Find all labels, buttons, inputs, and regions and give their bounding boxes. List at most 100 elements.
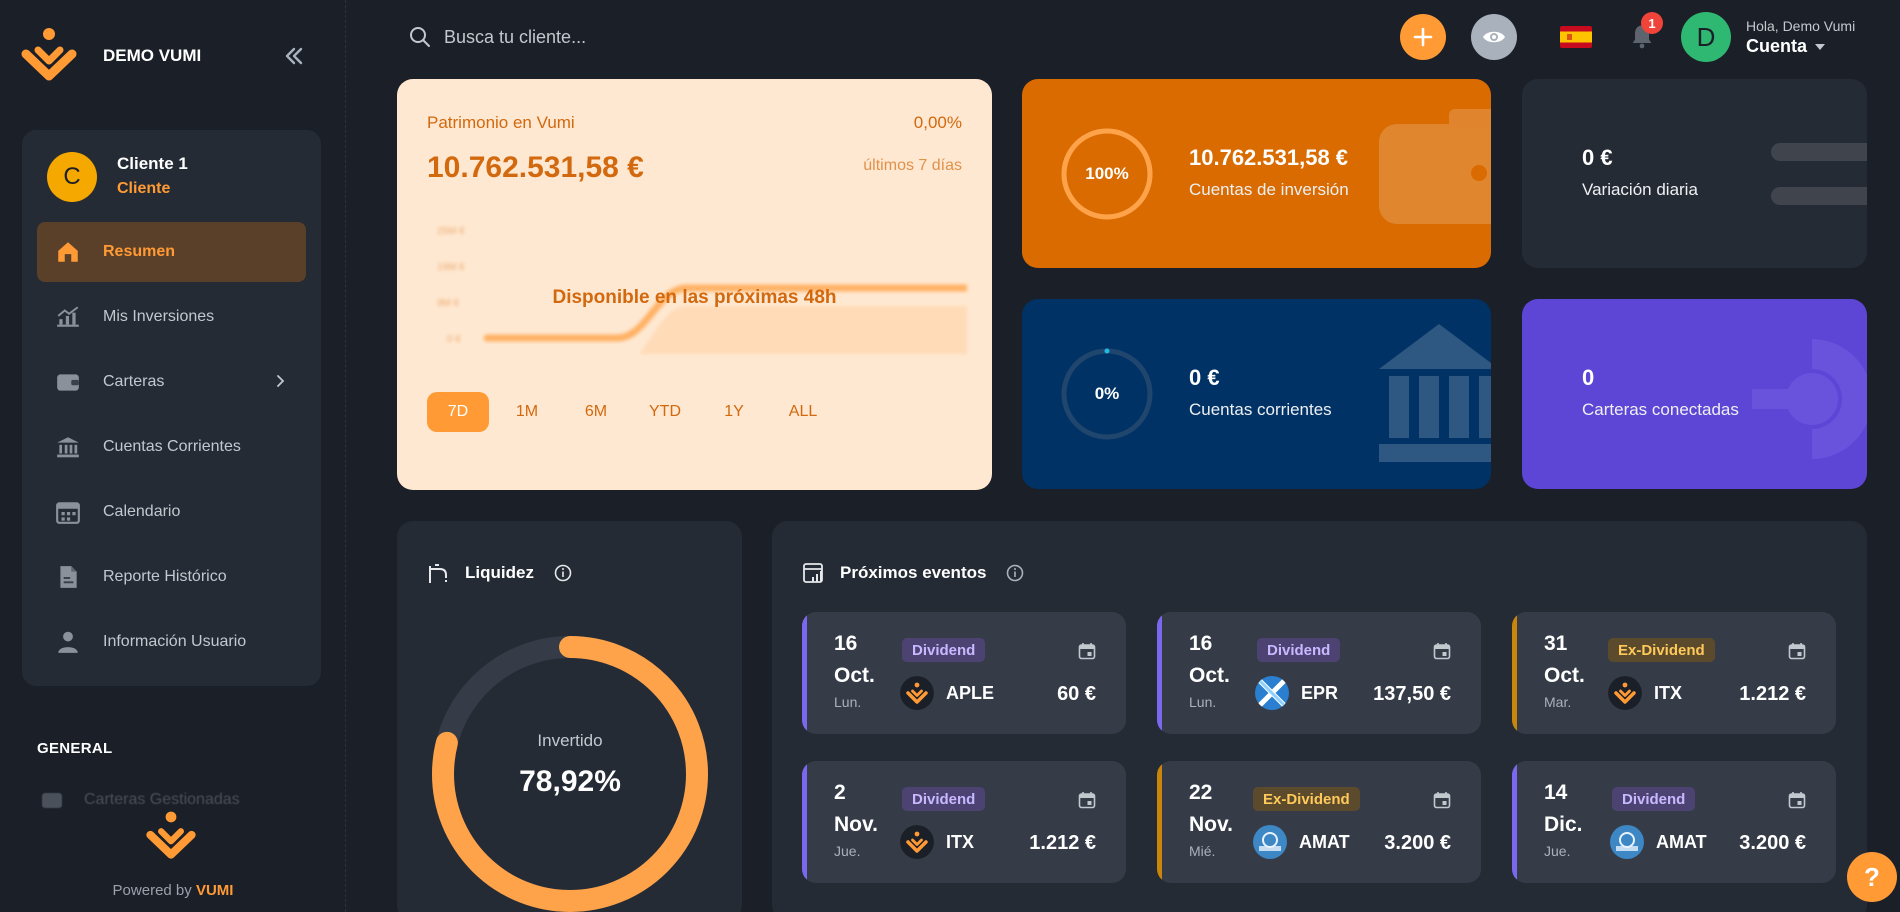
liquidity-header: Liquidez: [427, 561, 572, 585]
calendar-icon[interactable]: [1433, 642, 1451, 660]
event-amount: 1.212 €: [1029, 832, 1096, 854]
search-icon: [410, 27, 430, 47]
vumi-logo-icon[interactable]: [20, 24, 78, 82]
event-ticker: APLE: [946, 683, 995, 703]
patrimonio-range-label: últimos 7 días: [863, 157, 962, 174]
client-avatar[interactable]: C: [47, 152, 97, 202]
event-amount: 3.200 €: [1384, 832, 1451, 854]
event-card[interactable]: 2 Nov. Jue. Dividend ITX 1.212 €: [802, 761, 1126, 883]
chevron-right-icon[interactable]: [272, 373, 288, 389]
add-button[interactable]: [1400, 14, 1446, 60]
calendar-icon: [55, 499, 81, 525]
info-icon[interactable]: [554, 564, 572, 582]
powered-brand: VUMI: [195, 882, 234, 899]
account-menu[interactable]: Cuenta: [1746, 36, 1826, 57]
investment-label: Cuentas de inversión: [1189, 180, 1349, 199]
nav-label: Mis Inversiones: [103, 308, 215, 325]
client-search-input[interactable]: [444, 20, 844, 54]
faucet-icon: [429, 564, 447, 583]
range-6m-button[interactable]: 6M: [584, 403, 608, 420]
event-type-stripe: [1157, 761, 1162, 883]
nav-item-informacion-usuario[interactable]: Información Usuario: [37, 612, 306, 672]
range-1m-button[interactable]: 1M: [515, 403, 539, 420]
range-1y-button[interactable]: 1Y: [724, 403, 744, 420]
upcoming-events-card: Próximos eventos 16 Oct. Lun. Dividend APLE 6…: [772, 521, 1867, 912]
patrimonio-chart-placeholder: 25M € 19M € 9M € 0 €: [437, 226, 967, 354]
wallet-icon: [42, 793, 62, 808]
calendar-icon[interactable]: [1788, 791, 1806, 809]
calendar-icon[interactable]: [1078, 791, 1096, 809]
account-label: Cuenta: [1746, 36, 1808, 56]
user-icon: [55, 629, 81, 655]
event-weekday: Mar.: [1544, 694, 1572, 710]
event-ticker: AMAT: [1656, 832, 1707, 852]
range-7d-button[interactable]: 7D: [427, 392, 489, 432]
chart-unavailable-message: Disponible en las próximas 48h: [552, 287, 837, 308]
range-all-button[interactable]: ALL: [788, 403, 818, 420]
event-type-badge: Ex-Dividend: [1608, 638, 1715, 662]
client-card: C Cliente 1 Cliente Resumen Mis Inversio…: [22, 130, 321, 686]
event-ticker: ITX: [1654, 683, 1683, 703]
nav-item-carteras-gestionadas[interactable]: Carteras Gestionadas: [40, 788, 240, 812]
event-weekday: Jue.: [834, 843, 861, 859]
invested-arc: [432, 636, 708, 912]
nav-item-mis-inversiones[interactable]: Mis Inversiones: [37, 287, 306, 347]
toggle-visibility-button[interactable]: [1471, 14, 1517, 60]
help-button[interactable]: ?: [1847, 852, 1897, 902]
chart-lines-icon: [1771, 143, 1867, 205]
ticker-logo-icon: [1255, 676, 1289, 710]
bank-icon: [55, 434, 81, 460]
event-type-badge: Ex-Dividend: [1253, 787, 1360, 811]
svg-text:19M €: 19M €: [437, 262, 465, 273]
event-type-stripe: [802, 761, 807, 883]
event-amount: 1.212 €: [1739, 683, 1806, 705]
calendar-icon[interactable]: [1788, 642, 1806, 660]
event-type-stripe: [802, 612, 807, 734]
nav-item-carteras[interactable]: Carteras: [37, 352, 306, 412]
nav-item-resumen[interactable]: Resumen: [37, 222, 306, 282]
general-section-label: GENERAL: [37, 740, 113, 757]
liquidity-card: Liquidez Invertido 78,92%: [397, 521, 742, 912]
connected-portfolios-value: 0: [1582, 365, 1595, 390]
nav-item-calendario[interactable]: Calendario: [37, 482, 306, 542]
info-icon[interactable]: [1006, 564, 1024, 582]
daily-variation-label: Variación diaria: [1582, 180, 1698, 199]
eye-icon: [1483, 31, 1505, 43]
investment-accounts-card[interactable]: 100% 10.762.531,58 € Cuentas de inversió…: [1022, 79, 1491, 268]
event-card[interactable]: 14 Dic. Jue. Dividend AMAT 3.200 €: [1512, 761, 1836, 883]
event-card[interactable]: 31 Oct. Mar. Ex-Dividend ITX 1.212 €: [1512, 612, 1836, 734]
nav-item-cuentas-corrientes[interactable]: Cuentas Corrientes: [37, 417, 306, 477]
event-card[interactable]: 16 Oct. Lun. Dividend EPR 137,50 €: [1157, 612, 1481, 734]
spain-flag-icon[interactable]: [1560, 26, 1592, 48]
event-day: 16: [834, 632, 858, 655]
brand: [20, 24, 78, 82]
event-day: 16: [1189, 632, 1213, 655]
brand-name: DEMO VUMI: [103, 46, 202, 65]
connected-portfolios-card[interactable]: 0 Carteras conectadas: [1522, 299, 1867, 489]
nav-label: Calendario: [103, 503, 181, 520]
event-card[interactable]: 16 Oct. Lun. Dividend APLE 60 €: [802, 612, 1126, 734]
ticker-logo-icon: [1610, 825, 1644, 859]
collapse-sidebar-icon[interactable]: [282, 44, 306, 68]
bank-icon: [1379, 324, 1491, 462]
nav-label: Cuentas Corrientes: [103, 438, 241, 455]
event-amount: 3.200 €: [1739, 832, 1806, 854]
svg-text:9M €: 9M €: [437, 298, 460, 309]
liquidity-center-label: Invertido: [537, 731, 603, 750]
calendar-icon[interactable]: [1433, 791, 1451, 809]
nav-label: Resumen: [103, 243, 176, 260]
plus-icon: [1413, 27, 1433, 47]
user-avatar[interactable]: D: [1681, 12, 1731, 62]
investment-value: 10.762.531,58 €: [1189, 145, 1349, 170]
current-accounts-card[interactable]: 0% 0 € Cuentas corrientes: [1022, 299, 1491, 489]
chart-growth-icon: [55, 304, 81, 330]
calendar-icon[interactable]: [1078, 642, 1096, 660]
event-type-stripe: [1512, 612, 1517, 734]
range-ytd-button[interactable]: YTD: [649, 403, 681, 420]
notifications-badge: 1: [1641, 12, 1663, 34]
nav-item-reporte-historico[interactable]: Reporte Histórico: [37, 547, 306, 607]
event-card[interactable]: 22 Nov. Mié. Ex-Dividend AMAT 3.200 €: [1157, 761, 1481, 883]
event-month: Oct.: [1544, 664, 1585, 687]
patrimonio-card: Patrimonio en Vumi 0,00% 10.762.531,58 €…: [397, 79, 992, 490]
home-icon: [55, 239, 81, 265]
